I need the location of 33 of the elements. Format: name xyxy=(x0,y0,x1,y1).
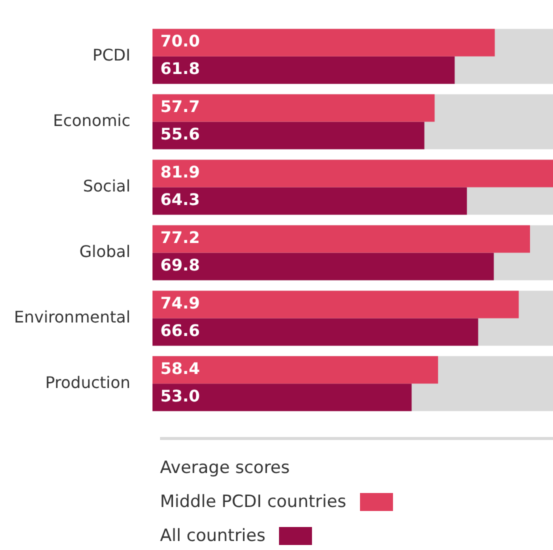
bar xyxy=(152,356,438,384)
data-label: 58.4 xyxy=(160,359,200,378)
y-tick-label: Social xyxy=(82,176,130,196)
bar xyxy=(152,56,455,84)
bar xyxy=(152,160,553,188)
data-label: 64.3 xyxy=(160,190,200,210)
data-label: 77.2 xyxy=(160,228,200,248)
data-label: 74.9 xyxy=(160,294,200,313)
y-tick-label: Production xyxy=(45,372,130,392)
data-label: 61.8 xyxy=(160,59,200,78)
bar xyxy=(152,384,412,412)
data-label: 70.0 xyxy=(160,32,200,51)
bar xyxy=(152,252,494,280)
data-label: 66.6 xyxy=(160,321,200,340)
bar xyxy=(152,28,495,56)
bar xyxy=(152,187,467,215)
legend-label: Middle PCDI countries xyxy=(160,492,346,512)
data-label: 57.7 xyxy=(160,97,200,116)
y-tick-label: PCDI xyxy=(92,45,130,64)
legend-title: Average scores xyxy=(160,458,291,478)
data-label: 55.6 xyxy=(160,124,200,144)
data-label: 53.0 xyxy=(160,386,200,406)
legend-label: All countries xyxy=(160,526,266,546)
bar xyxy=(152,290,519,318)
y-tick-label: Economic xyxy=(52,110,130,130)
bar xyxy=(152,318,478,346)
bar xyxy=(152,122,424,150)
bar xyxy=(152,94,435,122)
y-tick-label: Environmental xyxy=(14,307,130,326)
data-label: 69.8 xyxy=(160,256,200,275)
data-label: 81.9 xyxy=(160,162,200,182)
y-tick-label: Global xyxy=(79,242,130,261)
bar xyxy=(152,225,530,253)
